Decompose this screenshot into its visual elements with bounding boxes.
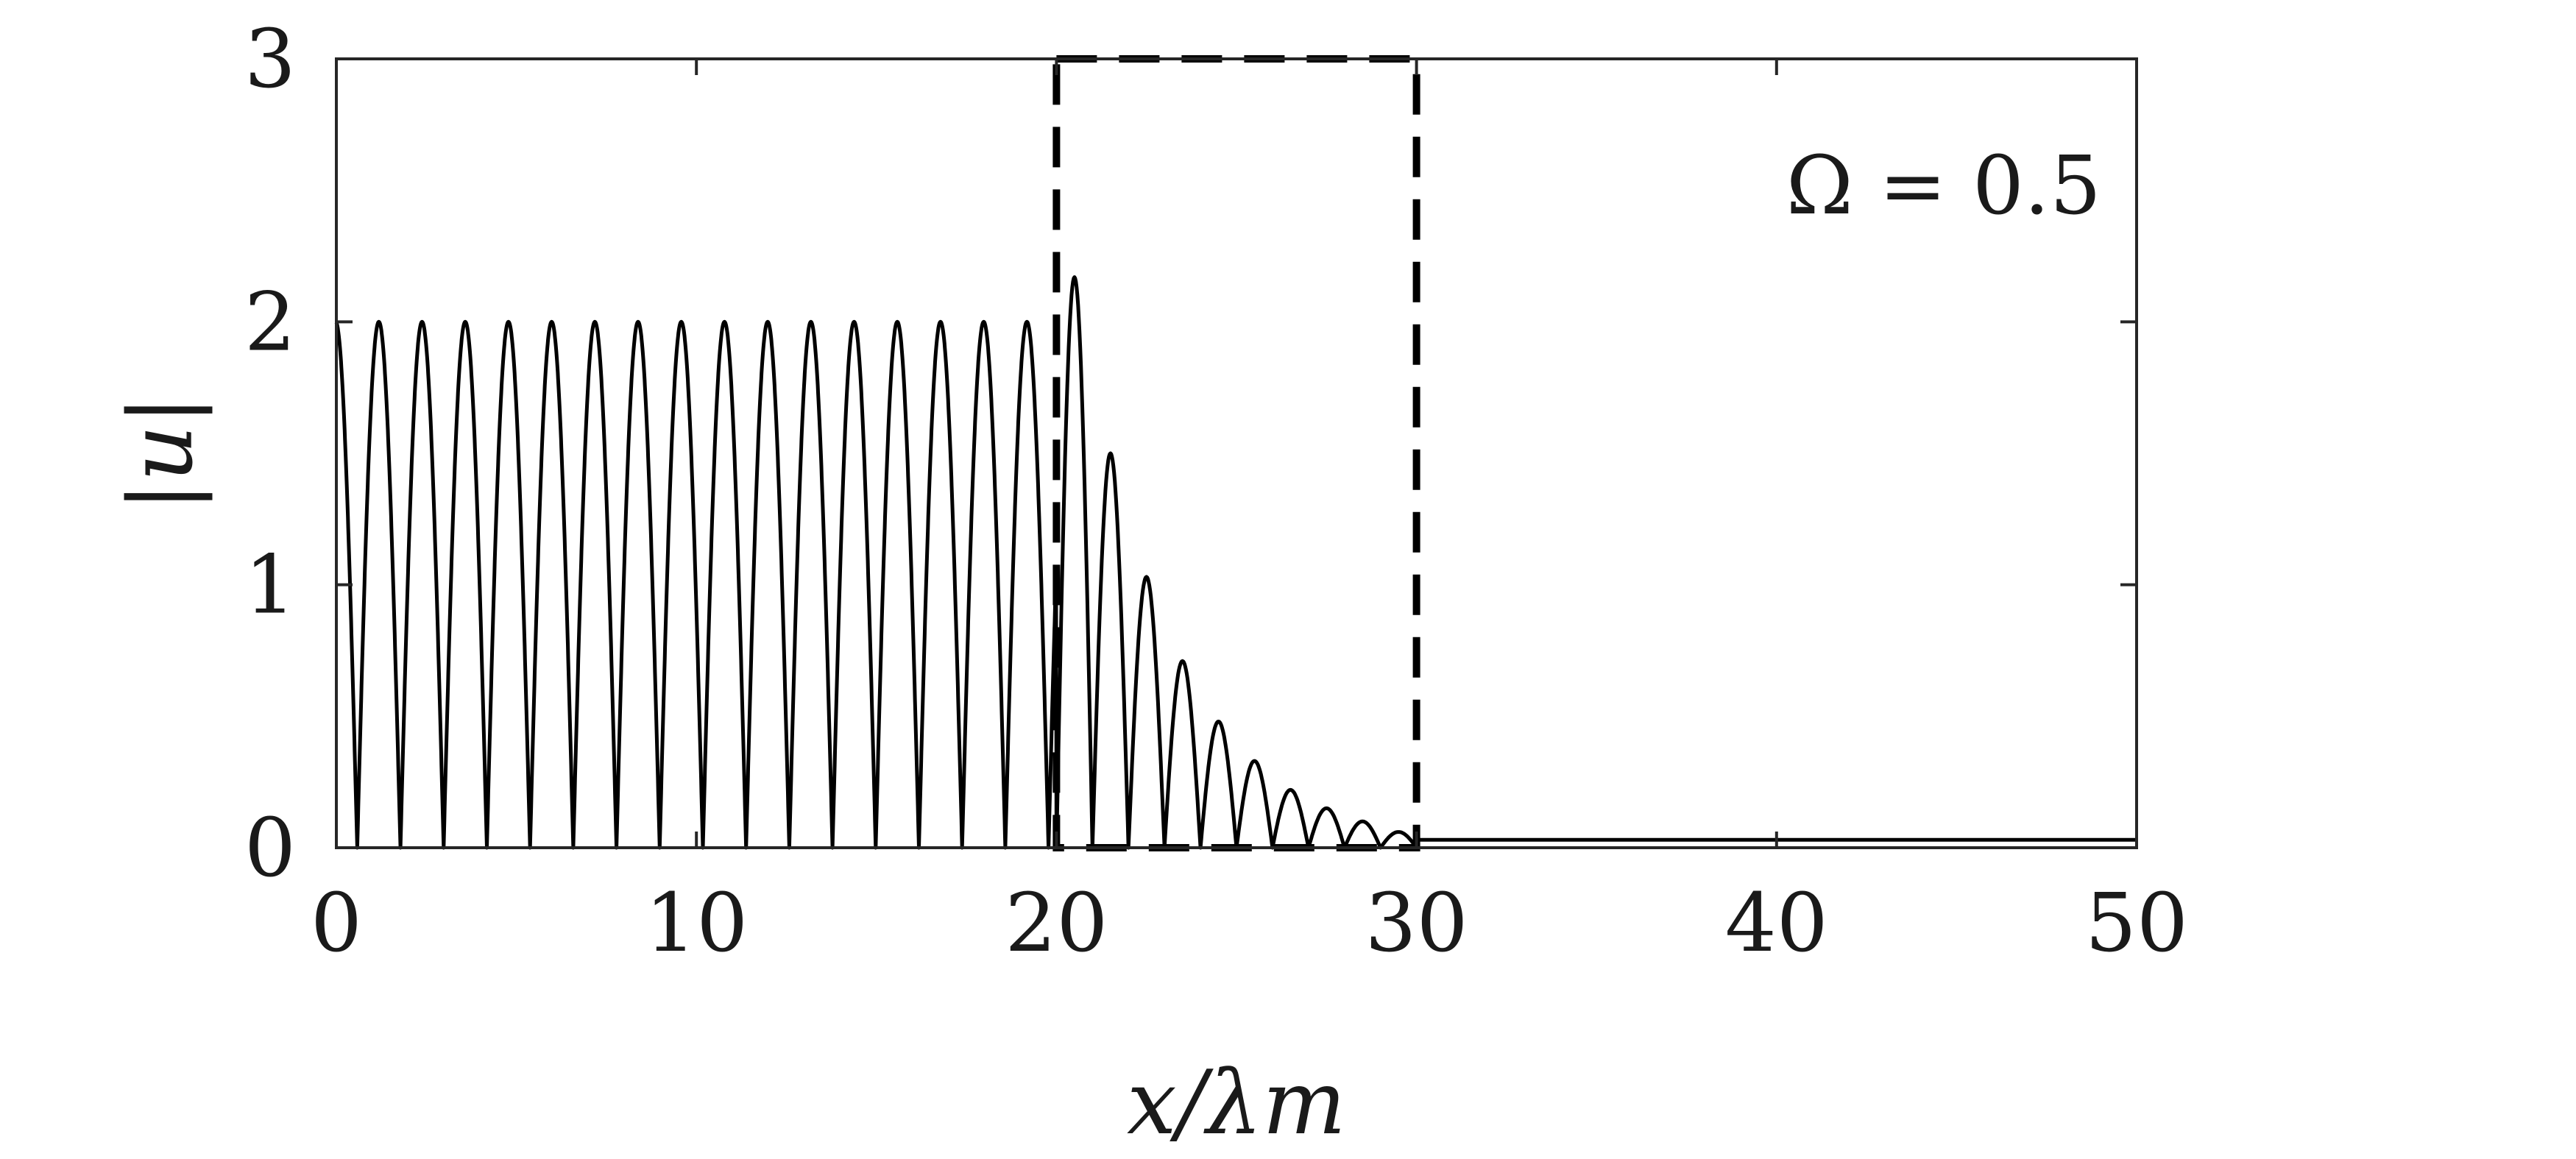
- x-tick-label: 40: [1725, 876, 1828, 970]
- curve-layer: [334, 275, 2137, 850]
- x-axis-label: x/λm: [1127, 1052, 1346, 1155]
- y-ticks: 0 1 2 3: [244, 12, 2137, 895]
- x-tick-label: 50: [2085, 876, 2188, 970]
- x-tick-label: 20: [1005, 876, 1108, 970]
- x-tick-label: 0: [311, 876, 362, 970]
- y-tick-label: 1: [244, 538, 296, 632]
- y-tick-label: 2: [244, 274, 296, 369]
- axes-frame: [335, 57, 2138, 849]
- y-tick-label: 0: [244, 801, 296, 895]
- y-tick-label: 3: [244, 12, 296, 106]
- x-tick-label: 30: [1365, 876, 1468, 970]
- y-axis-label: |u|: [110, 395, 213, 511]
- x-ticks: 0 10 20 30 40 50: [311, 59, 2188, 970]
- series-line: [334, 275, 2137, 850]
- x-tick-label: 10: [645, 876, 748, 970]
- annotation-omega: Ω = 0.5: [1786, 138, 2101, 233]
